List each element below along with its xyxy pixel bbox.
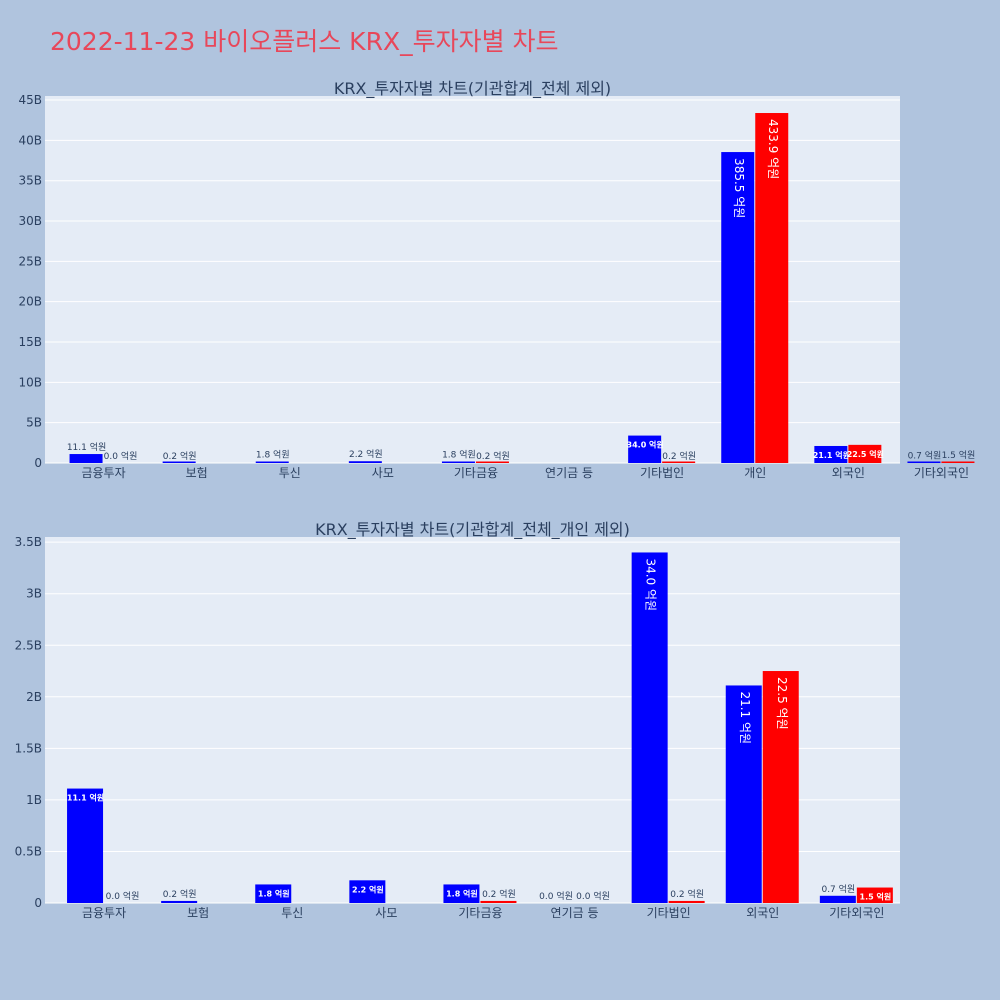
bar-buy bbox=[161, 900, 198, 903]
data-label: 2.2 억원 bbox=[349, 448, 383, 460]
bar-buy bbox=[441, 461, 475, 463]
data-label: 0.7 억원 bbox=[821, 883, 855, 895]
bar-sell bbox=[662, 461, 696, 463]
bar-buy bbox=[907, 461, 941, 463]
bar-buy bbox=[443, 884, 480, 903]
x-tick-label: 보험 bbox=[186, 466, 208, 480]
data-label: 1.8 억원 bbox=[256, 449, 290, 461]
bar-sell bbox=[941, 461, 975, 463]
data-label: 1.8 억원 bbox=[446, 888, 478, 898]
data-label: 34.0 억원 bbox=[627, 440, 664, 450]
x-tick-label: 기타금융 bbox=[458, 906, 502, 920]
data-label: 1.8 억원 bbox=[442, 449, 476, 461]
x-tick-label: 연기금 등 bbox=[545, 466, 593, 480]
data-label: 11.1 억원 bbox=[67, 793, 104, 803]
y-tick-label: 0 bbox=[34, 456, 42, 470]
bar-sell bbox=[856, 887, 893, 903]
bar-buy bbox=[628, 435, 662, 463]
bar-buy bbox=[819, 895, 856, 903]
x-tick-label: 금융투자 bbox=[82, 906, 126, 920]
x-tick-label: 기타금융 bbox=[454, 466, 498, 480]
x-tick-label: 기타외국인 bbox=[829, 906, 884, 920]
bar-buy bbox=[348, 461, 382, 463]
bar-buy bbox=[67, 788, 104, 903]
y-tick-label: 2B bbox=[26, 690, 42, 704]
chart-title: KRX_투자자별 차트(기관합계_전체_개인 제외) bbox=[315, 520, 630, 540]
chart-title: KRX_투자자별 차트(기관합계_전체 제외) bbox=[334, 79, 611, 99]
page-title: 2022-11-23 바이오플러스 KRX_투자자별 차트 bbox=[50, 27, 559, 56]
bar-buy bbox=[69, 454, 103, 463]
y-tick-label: 0.5B bbox=[15, 844, 42, 858]
x-tick-label: 외국인 bbox=[832, 466, 865, 480]
y-tick-label: 20B bbox=[18, 295, 42, 309]
x-tick-label: 사모 bbox=[375, 906, 397, 920]
y-tick-label: 45B bbox=[18, 93, 42, 107]
data-label: 0.2 억원 bbox=[670, 888, 704, 900]
data-label: 22.5 억원 bbox=[775, 677, 789, 730]
x-tick-label: 금융투자 bbox=[81, 466, 125, 480]
data-label: 0.0 억원 bbox=[106, 890, 140, 902]
bar-sell bbox=[848, 444, 882, 463]
data-label: 11.1 억원 bbox=[67, 441, 106, 453]
data-label: 0.2 억원 bbox=[482, 888, 516, 900]
data-label: 433.9 억원 bbox=[766, 119, 780, 179]
x-tick-label: 외국인 bbox=[746, 906, 779, 920]
x-tick-label: 개인 bbox=[744, 466, 766, 480]
data-label: 0.2 억원 bbox=[662, 450, 696, 462]
chart-institutional-individual-excluded: 0 0.5B 1B 1.5B 2B 2.5B 3B 3.5B KRX_투자자별 차트(기관합계_… bbox=[15, 520, 900, 920]
bar-sell bbox=[480, 900, 517, 903]
data-label: 21.1 억원 bbox=[813, 450, 850, 460]
x-tick-label: 투신 bbox=[281, 906, 303, 920]
data-label: 34.0 억원 bbox=[644, 558, 658, 611]
data-label: 2.2 억원 bbox=[352, 884, 384, 894]
y-tick-label: 15B bbox=[18, 335, 42, 349]
bar-buy bbox=[725, 685, 762, 903]
data-label: 1.5 억원 bbox=[942, 449, 976, 461]
y-tick-label: 0 bbox=[34, 896, 42, 910]
x-tick-label: 투신 bbox=[279, 466, 301, 480]
y-tick-label: 25B bbox=[18, 254, 42, 268]
bar-buy bbox=[814, 445, 848, 463]
data-label: 0.2 억원 bbox=[163, 888, 197, 900]
x-tick-label: 사모 bbox=[372, 466, 394, 480]
y-tick-label: 35B bbox=[18, 174, 42, 188]
bar-sell bbox=[668, 900, 705, 903]
bar-buy bbox=[631, 552, 668, 903]
data-label: 21.1 억원 bbox=[738, 691, 752, 744]
data-label: 1.8 억원 bbox=[258, 888, 290, 898]
bar-sell bbox=[755, 113, 789, 464]
y-tick-label: 2.5B bbox=[15, 638, 42, 652]
y-tick-label: 1B bbox=[26, 793, 42, 807]
bar-sell bbox=[475, 461, 509, 463]
y-tick-label: 1.5B bbox=[15, 741, 42, 755]
data-label: 0.0 억원 bbox=[104, 450, 138, 462]
data-label: 0.7 억원 bbox=[908, 449, 942, 461]
data-label: 0.0 억원 bbox=[576, 890, 610, 902]
y-tick-label: 5B bbox=[26, 416, 42, 430]
data-label: 0.0 억원 bbox=[539, 890, 573, 902]
x-tick-label: 기타법인 bbox=[640, 466, 684, 480]
data-label: 0.2 억원 bbox=[163, 450, 197, 462]
chart-institutional-excluded: 0 5B 10B 15B 20B 25B 30B 35B 40B 45B KRX_투자자별 차트(기… bbox=[18, 79, 975, 480]
data-label: 22.5 억원 bbox=[847, 449, 884, 459]
bar-buy bbox=[721, 152, 755, 464]
x-tick-label: 기타외국인 bbox=[914, 466, 969, 480]
data-label: 1.5 억원 bbox=[860, 892, 892, 902]
y-tick-label: 3.5B bbox=[15, 535, 42, 549]
data-label: 0.2 억원 bbox=[476, 450, 510, 462]
data-label: 385.5 억원 bbox=[732, 158, 746, 218]
y-tick-label: 3B bbox=[26, 587, 42, 601]
x-tick-label: 보험 bbox=[187, 906, 209, 920]
y-tick-label: 10B bbox=[18, 375, 42, 389]
bar-buy bbox=[255, 461, 289, 463]
y-tick-label: 40B bbox=[18, 133, 42, 147]
y-tick-label: 30B bbox=[18, 214, 42, 228]
bar-buy bbox=[162, 461, 196, 463]
bar-sell bbox=[762, 671, 799, 903]
x-tick-label: 기타법인 bbox=[647, 906, 691, 920]
bar-buy bbox=[349, 880, 386, 903]
x-tick-label: 연기금 등 bbox=[551, 906, 599, 920]
bar-buy bbox=[255, 884, 292, 903]
